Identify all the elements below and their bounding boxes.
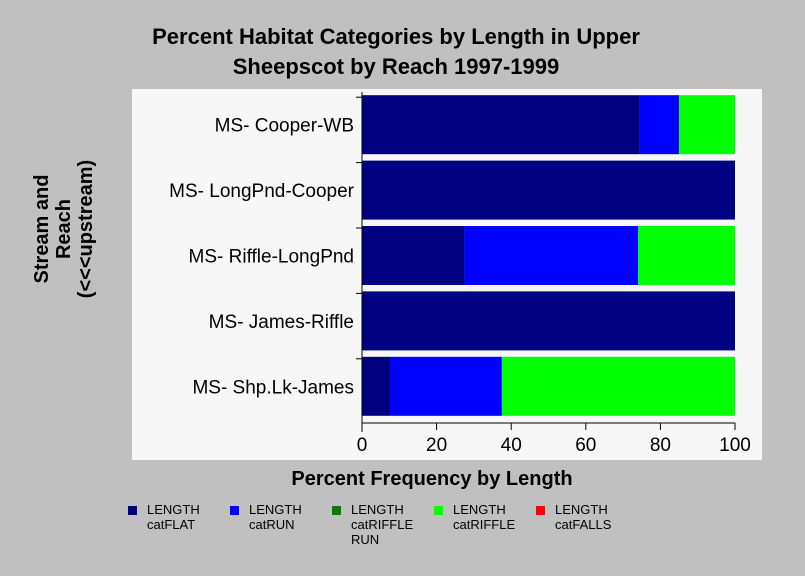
bar-segment-4-0	[362, 356, 390, 416]
category-label: MS- Shp.Lk-James	[192, 377, 354, 398]
legend-falls-line-2: catFALLS	[555, 517, 612, 532]
bar-segment-2-1	[464, 226, 639, 285]
bar-segment-4-3	[501, 356, 735, 416]
legend-item-flat: LENGTH catFLAT	[128, 502, 230, 547]
x-tick-label: 20	[426, 435, 447, 456]
legend-riffle-run-line-2: catRIFFLE	[351, 517, 414, 532]
bar-chart: MS- Cooper-WB MS- LongPnd-Cooper MS- Riffl…	[132, 89, 762, 460]
category-label: MS- James-Riffle	[209, 312, 354, 333]
category-label: MS- LongPnd-Cooper	[169, 181, 354, 202]
legend-riffle-run-line-1: LENGTH	[351, 502, 404, 517]
bar-segment-0-0	[362, 95, 640, 155]
bar-segment-4-1	[389, 356, 502, 416]
legend-riffle-line-2: catRIFFLE	[453, 517, 516, 532]
legend-item-run: LENGTH catRUN	[230, 502, 332, 547]
bar-segment-0-3	[679, 95, 735, 155]
legend-item-riffle-run: LENGTH catRIFFLE RUN	[332, 502, 434, 547]
x-tick-label: 60	[575, 435, 596, 456]
bar-segment-0-1	[639, 95, 680, 155]
y-axis-label-line-1: Stream and	[31, 174, 53, 284]
legend-swatch-riffle-run	[332, 506, 341, 515]
category-label: MS- Riffle-LongPnd	[189, 247, 354, 268]
y-axis-label-line-3: (<<<upstream)	[75, 159, 97, 299]
legend-item-riffle: LENGTH catRIFFLE	[434, 502, 536, 547]
legend-run-line-1: LENGTH	[249, 502, 302, 517]
legend-riffle-line-1: LENGTH	[453, 502, 506, 517]
chart-title-line-1: Percent Habitat Categories by Length in …	[152, 24, 640, 49]
legend-flat-line-2: catFLAT	[147, 517, 196, 532]
chart-title: Percent Habitat Categories by Length in …	[96, 22, 696, 82]
legend-item-falls: LENGTH catFALLS	[536, 502, 638, 547]
y-axis-label-line-2: Reach	[53, 198, 75, 260]
x-tick-label: 0	[357, 435, 368, 456]
bar-segment-3-0	[362, 291, 735, 351]
legend-run-line-2: catRUN	[249, 517, 295, 532]
x-tick-label: 40	[501, 435, 522, 456]
y-axis-label: Stream and Reach (<<<upstream)	[31, 79, 97, 379]
bar-segment-2-0	[362, 226, 465, 285]
x-tick-label: 80	[650, 435, 671, 456]
category-label: MS- Cooper-WB	[215, 116, 354, 137]
legend-riffle-run-line-3: RUN	[351, 532, 380, 547]
legend-swatch-falls	[536, 506, 545, 515]
x-tick-label: 100	[719, 435, 751, 456]
x-axis-label: Percent Frequency by Length	[291, 468, 573, 490]
legend-swatch-flat	[128, 506, 137, 515]
chart-title-line-2: Sheepscot by Reach 1997-1999	[232, 54, 560, 79]
legend-flat-line-1: LENGTH	[147, 502, 200, 517]
legend: LENGTH catFLAT LENGTH catRUN LENGTH catR…	[128, 502, 638, 547]
bar-segment-1-0	[362, 160, 735, 220]
legend-falls-line-1: LENGTH	[555, 502, 608, 517]
legend-swatch-run	[230, 506, 239, 515]
legend-swatch-riffle	[434, 506, 443, 515]
bar-segment-2-3	[638, 226, 735, 285]
